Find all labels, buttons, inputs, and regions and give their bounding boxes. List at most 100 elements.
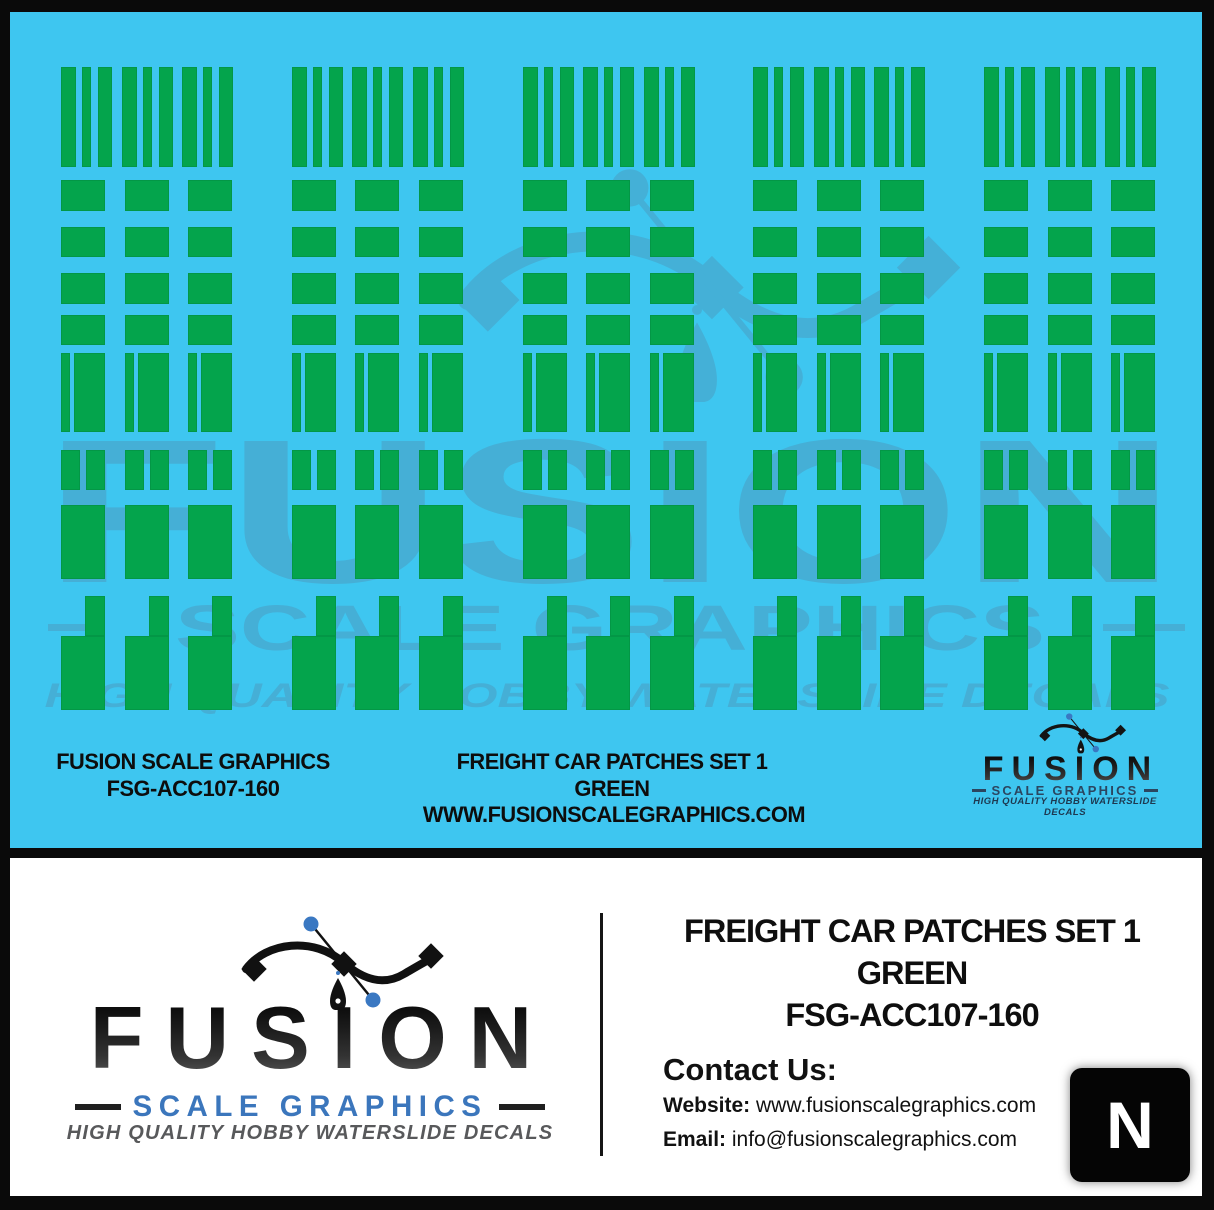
decal-patch <box>219 67 233 167</box>
decal-patch <box>1111 636 1155 710</box>
sheet-logo-subtitle-text: SCALE GRAPHICS <box>991 783 1139 798</box>
sheet-url-line: WWW.FUSIONSCALEGRAPHICS.COM <box>422 802 806 827</box>
email-label: Email: <box>663 1128 727 1151</box>
decal-patch <box>316 450 336 490</box>
decal-patch <box>98 67 112 167</box>
decal-patch <box>1111 505 1155 579</box>
decal-patch <box>124 450 144 490</box>
decal-patch <box>816 273 861 304</box>
decal-patch <box>1111 353 1120 432</box>
decal-patch <box>449 67 464 167</box>
decal-patch <box>213 450 232 490</box>
decal-patch <box>1111 273 1155 304</box>
sheet-sku-line: FSG-ACC107-160 <box>106 775 280 801</box>
decal-patch <box>610 596 630 636</box>
decal-patch <box>611 450 630 490</box>
decal-patch <box>368 353 400 432</box>
logo-tagline: HIGH QUALITY HOBBY WATERSLIDE DECALS <box>66 1122 554 1144</box>
decal-patch <box>188 273 232 304</box>
decal-patch <box>1135 596 1155 636</box>
decal-patch <box>880 353 890 432</box>
decal-patch <box>522 227 567 257</box>
decal-patch <box>649 315 694 345</box>
decal-patch <box>984 227 1028 257</box>
decal-patch <box>379 596 400 636</box>
decal-patch <box>124 273 169 304</box>
decal-patch <box>1126 67 1135 167</box>
decal-patch <box>586 353 595 432</box>
decal-patch <box>546 596 567 636</box>
decal-patch <box>1060 353 1092 432</box>
decal-patch <box>816 353 826 432</box>
decal-patch <box>984 315 1028 345</box>
decal-patch <box>674 450 694 490</box>
decal-patch <box>841 450 861 490</box>
decal-patch <box>753 67 769 167</box>
decal-patch <box>984 353 993 432</box>
decal-patch <box>522 67 538 167</box>
decal-patch <box>774 67 784 167</box>
decal-patch <box>911 67 926 167</box>
decal-patch <box>984 636 1028 710</box>
decal-patch <box>442 596 463 636</box>
decal-patch <box>984 273 1028 304</box>
decal-patch <box>291 273 336 304</box>
decal-patch <box>291 227 336 257</box>
decal-patch <box>1044 67 1060 167</box>
decal-patch <box>649 273 694 304</box>
product-title-line1: FREIGHT CAR PATCHES SET 1 <box>684 913 1141 949</box>
dash-left <box>972 789 987 792</box>
decal-patch <box>816 450 836 490</box>
dash-right <box>1143 789 1158 792</box>
decal-patch <box>418 450 438 490</box>
decal-patch <box>586 227 630 257</box>
decal-patch <box>816 227 861 257</box>
decal-patch <box>984 180 1028 211</box>
decal-patch <box>412 67 428 167</box>
decal-patch <box>188 636 232 710</box>
decal-patch <box>649 505 694 579</box>
decal-patch <box>547 450 567 490</box>
decal-patch <box>850 67 865 167</box>
decal-patch <box>137 353 169 432</box>
decal-patch <box>1047 450 1067 490</box>
decal-patch <box>1111 227 1155 257</box>
product-title-line2: GREEN <box>856 955 969 991</box>
decal-patch <box>158 67 173 167</box>
email-url: info@fusionscalegraphics.com <box>731 1128 1017 1151</box>
sheet-logo-subtitle: SCALE GRAPHICS <box>963 783 1167 798</box>
decal-patch <box>880 227 925 257</box>
decal-patch <box>880 273 925 304</box>
decal-patch <box>291 505 336 579</box>
decal-patch <box>1047 505 1092 579</box>
decal-patch <box>880 636 925 710</box>
decal-patch <box>583 67 598 167</box>
decal-patch <box>61 315 105 345</box>
decal-patches-layer <box>10 12 1202 848</box>
decal-patch <box>188 227 232 257</box>
decal-patch <box>766 353 798 432</box>
decal-patch <box>443 450 463 490</box>
info-panel: FUSION SCALE GRAPHICS HIGH QUALITY HOBBY… <box>10 858 1202 1196</box>
decal-patch <box>840 596 861 636</box>
decal-patch <box>304 353 336 432</box>
decal-patch <box>82 67 91 167</box>
decal-patch <box>291 180 336 211</box>
decal-patch <box>124 636 169 710</box>
decal-patch <box>373 67 383 167</box>
decal-patch <box>418 273 463 304</box>
decal-patch <box>604 67 613 167</box>
decal-patch <box>586 450 605 490</box>
decal-patch <box>664 67 674 167</box>
vertical-divider <box>600 913 603 1156</box>
decal-patch <box>328 67 343 167</box>
decal-patch <box>418 227 463 257</box>
decal-patch <box>1142 67 1156 167</box>
decal-patch <box>312 67 322 167</box>
decal-patch <box>182 67 197 167</box>
decal-patch <box>291 315 336 345</box>
decal-patch <box>904 596 925 636</box>
decal-patch <box>874 67 890 167</box>
decal-patch <box>355 450 375 490</box>
product-title: FREIGHT CAR PATCHES SET 1 GREEN FSG-ACC1… <box>623 910 1201 1036</box>
